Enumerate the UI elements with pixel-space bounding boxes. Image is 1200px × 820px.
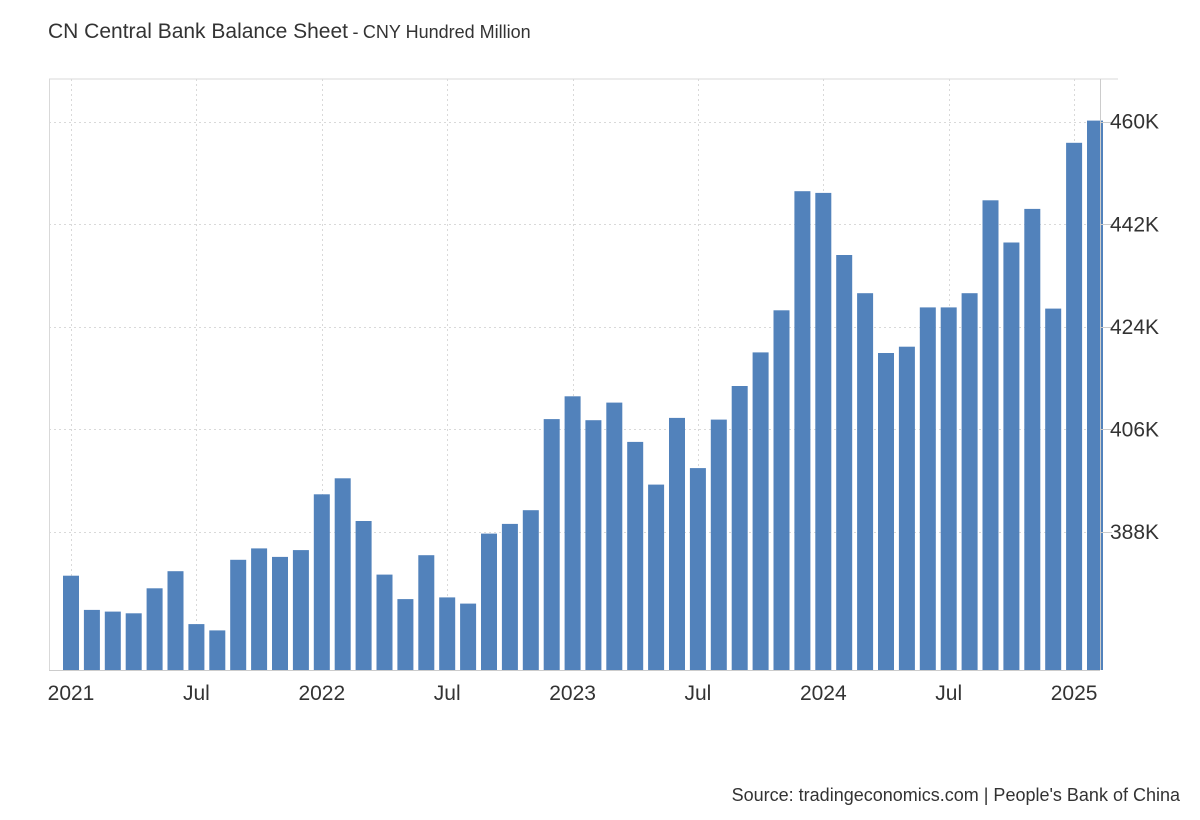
bar — [355, 521, 372, 670]
bar — [418, 555, 435, 670]
x-tick-label: Jul — [183, 682, 210, 705]
bar — [564, 396, 581, 670]
bar — [1003, 242, 1020, 670]
bar — [669, 417, 685, 670]
bar — [919, 307, 936, 670]
y-tick-label: 460K — [1110, 111, 1159, 134]
bar — [857, 293, 874, 670]
bar — [125, 613, 142, 670]
bar — [481, 533, 497, 670]
bar — [313, 494, 330, 670]
chart-title: CN Central Bank Balance Sheet — [48, 20, 348, 43]
bar — [397, 599, 414, 670]
bar — [606, 402, 623, 670]
bar — [752, 352, 769, 670]
bar — [543, 419, 560, 670]
bar — [940, 307, 957, 670]
chart-title-row: CN Central Bank Balance Sheet - CNY Hund… — [48, 20, 531, 44]
bar — [961, 293, 978, 670]
bar — [272, 556, 288, 670]
y-tick-label: 442K — [1110, 213, 1159, 236]
bar — [188, 624, 205, 670]
y-tick-label: 424K — [1110, 316, 1159, 339]
bar — [334, 478, 351, 670]
source-note: Source: tradingeconomics.com | People's … — [731, 785, 1180, 805]
bar — [1066, 142, 1083, 671]
x-tick-label: 2022 — [298, 682, 345, 705]
bar — [230, 559, 247, 670]
bar — [292, 550, 309, 670]
bar — [501, 523, 518, 670]
bar — [898, 346, 915, 670]
bar — [648, 484, 665, 670]
y-tick-label: 388K — [1110, 521, 1159, 544]
bar — [1024, 208, 1041, 670]
bar — [1045, 308, 1062, 670]
bar — [773, 310, 790, 670]
x-tick-label: 2023 — [549, 682, 596, 705]
bar — [146, 588, 163, 670]
bar — [878, 353, 894, 670]
bar — [439, 597, 456, 670]
title-separator: - — [352, 22, 359, 42]
bar — [982, 200, 999, 671]
bar — [689, 468, 706, 670]
bar — [104, 611, 121, 670]
bar — [815, 192, 832, 670]
bar — [836, 255, 853, 670]
x-tick-label: Jul — [935, 682, 962, 705]
bar — [794, 191, 811, 670]
x-tick-label: 2024 — [800, 682, 847, 705]
x-tick-label: 2025 — [1051, 682, 1098, 705]
bar — [209, 630, 226, 670]
chart-subtitle-unit: CNY Hundred Million — [362, 22, 531, 42]
bar — [83, 609, 100, 670]
bar — [731, 386, 748, 670]
x-tick-label: Jul — [434, 682, 461, 705]
bar — [522, 510, 539, 670]
x-tick-label: 2021 — [48, 682, 95, 705]
bar — [63, 575, 79, 670]
bar — [167, 571, 184, 670]
bar — [710, 419, 727, 670]
bar — [251, 548, 268, 670]
bar — [1087, 120, 1103, 671]
bar — [627, 441, 644, 670]
bar — [376, 574, 393, 670]
bar-chart: 388K 406K 424K 442K 460K 2021 Jul 2022 Jul 2023 Ju… — [48, 78, 1159, 705]
bar — [460, 603, 477, 670]
bar — [585, 420, 602, 670]
x-tick-label: Jul — [684, 682, 711, 705]
y-tick-label: 406K — [1110, 418, 1159, 441]
